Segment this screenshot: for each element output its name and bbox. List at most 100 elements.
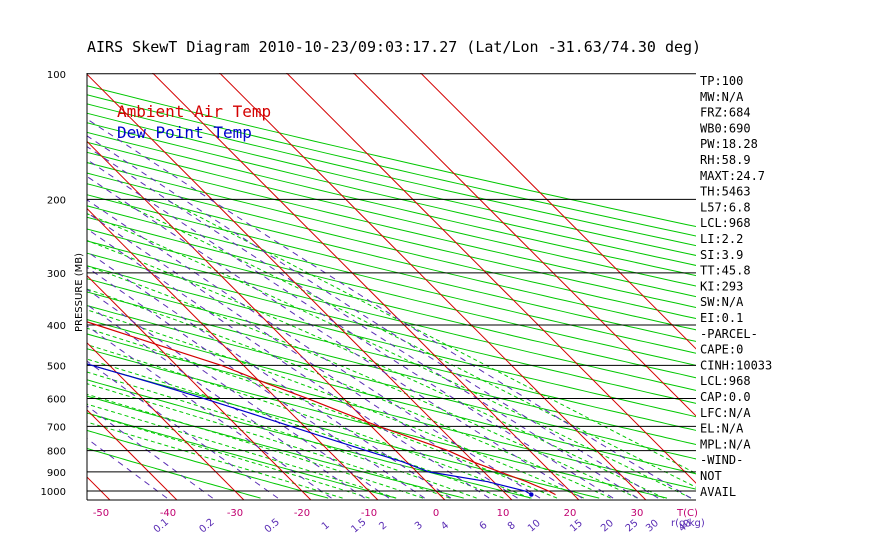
pressure-tick-label: 100	[47, 70, 66, 81]
temperature-profile-line	[87, 321, 556, 496]
mixing-ratio-tick-label: 1	[320, 520, 332, 533]
bottom-temp-tick-label: -40	[160, 508, 176, 519]
dry-adiabat-line	[87, 429, 329, 499]
isotherm-line	[87, 140, 446, 500]
side-panel-line: LFC:N/A	[700, 406, 751, 420]
bottom-temp-tick-label: -50	[93, 508, 109, 519]
mixing-ratio-line	[87, 266, 425, 499]
bottom-temp-tick-label: -30	[227, 508, 243, 519]
dry-adiabat-line	[87, 205, 696, 354]
side-panel-line: CINH:10033	[700, 358, 772, 372]
side-panel-line: SW:N/A	[700, 295, 744, 309]
profile-layer	[87, 321, 556, 497]
dry-adiabat-line	[87, 141, 696, 287]
mixing-ratio-line	[87, 437, 168, 499]
dewpoint-profile-line	[87, 363, 532, 496]
moist-adiabat-line	[87, 239, 665, 499]
dry-adiabat-line	[87, 447, 261, 499]
chart-title: AIRS SkewT Diagram 2010-10-23/09:03:17.2…	[87, 38, 701, 56]
mixing-ratio-tick-label: 0.1	[152, 517, 171, 536]
dry-adiabat-line	[87, 265, 696, 418]
pressure-tick-label: 500	[47, 361, 66, 372]
mixing-ratio-line	[87, 199, 541, 499]
dry-adiabat-line	[87, 412, 397, 499]
pressure-tick-label: 1000	[41, 487, 66, 498]
side-panel-line: KI:293	[700, 279, 743, 293]
isotherm-line	[352, 73, 696, 417]
isotherm-line	[87, 207, 379, 500]
isotherm-line	[285, 73, 696, 484]
pressure-tick-label: 200	[47, 195, 66, 206]
pressure-tick-label: 300	[47, 269, 66, 280]
isotherm-line	[87, 73, 513, 500]
isotherm-line	[0, 55, 45, 502]
side-panel-line: CAP:0.0	[700, 390, 751, 404]
mixing-ratio-line	[87, 228, 490, 499]
side-panel-line: LCL:968	[700, 216, 751, 230]
mixing-ratio-tick-label: 25	[624, 518, 641, 535]
bottom-temp-tick-label: 20	[564, 508, 577, 519]
pressure-tick-label: 800	[47, 447, 66, 458]
dry-adiabat-line	[87, 333, 696, 490]
side-panel-line: -PARCEL-	[700, 327, 758, 341]
mixing-ratio-line	[87, 304, 365, 499]
moist-adiabat-line	[87, 344, 531, 499]
top-axis-unit-label: T(C)	[676, 508, 698, 519]
moist-adiabat-line	[87, 371, 477, 499]
side-panel-line: TP:100	[700, 74, 743, 88]
bottom-temp-tick-label: 30	[631, 508, 644, 519]
side-panel-line: SI:3.9	[700, 248, 743, 262]
side-panel-line: LCL:968	[700, 374, 751, 388]
side-panel-line: MW:N/A	[700, 90, 744, 104]
mixing-ratio-tick-label: 3	[413, 520, 425, 533]
dry-adiabat-line	[87, 131, 696, 277]
side-panel-line: FRZ:684	[700, 106, 751, 120]
mixing-ratio-tick-label: 4	[439, 520, 451, 533]
dry-adiabat-line	[87, 112, 696, 256]
mixing-ratio-unit-label: r(g/kg)	[671, 518, 705, 529]
mixing-ratio-line	[87, 146, 638, 499]
bottom-temp-tick-label: -20	[294, 508, 310, 519]
side-panel-line: MPL:N/A	[700, 437, 751, 451]
dry-adiabat-line	[87, 278, 696, 431]
legend-dew-point-temp: Dew Point Temp	[117, 123, 252, 142]
isotherm-line	[419, 73, 696, 350]
dry-adiabat-line	[87, 162, 696, 309]
mixing-ratio-tick-label: 1.5	[349, 517, 368, 536]
dry-adiabat-line	[87, 228, 696, 379]
moist-adiabat-line	[87, 383, 450, 499]
pressure-tick-label: 900	[47, 468, 66, 479]
legend-ambient-air-temp: Ambient Air Temp	[117, 102, 271, 121]
isotherm-line	[87, 274, 312, 500]
dry-adiabat-line	[87, 216, 696, 366]
dry-adiabat-line	[87, 183, 696, 331]
side-panel-line: EL:N/A	[700, 422, 744, 436]
isotherm-line	[87, 409, 178, 500]
side-panel-line: NOT	[700, 469, 722, 483]
pressure-tick-label: 700	[47, 422, 66, 433]
mixing-ratio-line	[87, 118, 692, 499]
dry-adiabat-line	[87, 395, 464, 499]
isotherm-line	[87, 342, 245, 500]
dry-adiabat-line	[87, 240, 696, 391]
dry-adiabat-line	[87, 348, 668, 499]
mixing-ratio-line	[87, 288, 390, 499]
mixing-ratio-tick-label: 6	[478, 520, 490, 533]
y-axis-label: PRESSURE (MB)	[74, 253, 85, 332]
bottom-temp-tick-label: -10	[361, 508, 377, 519]
side-panel-line: TT:45.8	[700, 264, 751, 278]
pressure-tick-label: 400	[47, 321, 66, 332]
side-panel-line: CAPE:0	[700, 343, 743, 357]
dry-adiabat-line	[87, 194, 696, 342]
mixing-ratio-tick-label: 0.5	[263, 517, 282, 536]
mixing-ratio-tick-label: 2	[377, 520, 389, 533]
moist-adiabat-line	[87, 309, 585, 499]
dry-adiabat-line	[87, 122, 696, 266]
moist-adiabat-line	[87, 327, 558, 499]
side-panel-line: EI:0.1	[700, 311, 743, 325]
mixing-ratio-tick-label: 20	[599, 518, 616, 535]
mixing-ratio-line	[87, 360, 279, 499]
mixing-ratio-line	[87, 325, 332, 499]
